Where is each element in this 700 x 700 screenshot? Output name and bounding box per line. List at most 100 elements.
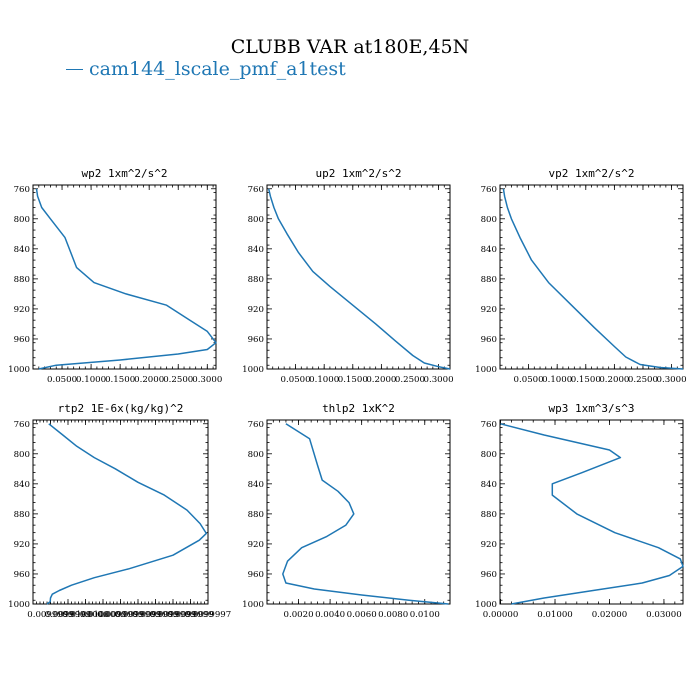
panel-5-title: thlp2 1xK^2 <box>322 402 395 415</box>
x-tick-label: 0.0099999 <box>45 610 91 620</box>
y-tick-label: 760 <box>14 185 30 195</box>
x-tick-label: 0.3000 <box>424 375 454 385</box>
y-tick-label: 960 <box>248 570 264 580</box>
y-tick-label: 800 <box>248 215 264 225</box>
y-tick-label: 920 <box>481 305 497 315</box>
y-tick-label: 1000 <box>8 365 30 375</box>
y-tick-label: 880 <box>248 510 264 520</box>
panel-3: vp2 1xm^2/s^2 760 800 840 880 920 960 1000 0.050… <box>475 167 686 385</box>
x-tick-label: 0.0040 <box>315 610 345 620</box>
x-tick-label: 0.0100000 <box>62 610 108 620</box>
panel-4-frame <box>32 419 209 605</box>
legend-label: cam144_lscale_pmf_a1test <box>89 58 346 80</box>
series-line <box>35 188 217 370</box>
series-line <box>282 423 449 605</box>
x-tick-label: 0.3000 <box>657 375 687 385</box>
y-tick-label: 1000 <box>8 600 30 610</box>
y-tick-label: 800 <box>248 450 264 460</box>
y-tick-label: 960 <box>14 335 30 345</box>
x-tick-label: 0.0099997 <box>185 610 231 620</box>
x-tick-label: 0.0100000 <box>80 610 126 620</box>
y-tick-label: 880 <box>14 510 30 520</box>
y-tick-label: 1000 <box>475 365 497 375</box>
panel-2: up2 1xm^2/s^2 760 800 840 880 920 960 1000 0.050… <box>242 167 453 385</box>
x-tick-label: 0.00000 <box>483 610 519 620</box>
y-tick-label: 1000 <box>242 600 264 610</box>
x-tick-label: 0.0099999 <box>97 610 143 620</box>
x-tick-label: 0.0099999 <box>132 610 178 620</box>
x-tick-label: 0.0080 <box>378 610 408 620</box>
y-tick-label: 880 <box>481 275 497 285</box>
y-tick-label: 880 <box>14 275 30 285</box>
y-tick-label: 960 <box>14 570 30 580</box>
y-tick-label: 920 <box>248 305 264 315</box>
y-tick-label: 880 <box>481 510 497 520</box>
x-tick-label: 0.0099999 <box>167 610 213 620</box>
x-tick-label: 0.0500 <box>514 375 544 385</box>
y-tick-label: 800 <box>14 450 30 460</box>
x-tick-label: 0.0099999 <box>150 610 196 620</box>
y-tick-label: 960 <box>248 335 264 345</box>
x-tick-label: 0.2500 <box>163 375 193 385</box>
panel-4-title: rtp2 1E-6x(kg/kg)^2 <box>58 402 184 415</box>
y-tick-label: 800 <box>14 215 30 225</box>
panel-5-frame <box>266 419 451 605</box>
y-tick-label: 920 <box>14 305 30 315</box>
panel-6: wp3 1xm^3/s^3 760 800 840 880 920 960 10000.000… <box>475 402 684 620</box>
y-tick-label: 960 <box>481 570 497 580</box>
x-tick-label: 0.2000 <box>599 375 629 385</box>
y-tick-label: 880 <box>248 275 264 285</box>
legend-line-swatch <box>66 68 83 70</box>
y-tick-label: 1000 <box>475 600 497 610</box>
panel-1-title: wp2 1xm^2/s^2 <box>81 167 167 180</box>
y-tick-label: 760 <box>481 185 497 195</box>
panel-3-title: vp2 1xm^2/s^2 <box>548 167 634 180</box>
x-tick-label: 0.1500 <box>571 375 601 385</box>
x-tick-label: 0.2000 <box>134 375 164 385</box>
x-tick-label: 0.0020 <box>284 610 314 620</box>
x-tick-label: 0.03000 <box>646 610 682 620</box>
y-tick-label: 1000 <box>242 365 264 375</box>
y-tick-label: 920 <box>248 540 264 550</box>
y-tick-label: 920 <box>14 540 30 550</box>
x-tick-label: 0.1000 <box>309 375 339 385</box>
legend: cam144_lscale_pmf_a1test <box>66 58 346 80</box>
series-line <box>500 423 684 605</box>
x-tick-label: 0.1500 <box>338 375 368 385</box>
x-tick-label: 0.1000 <box>542 375 572 385</box>
panel-4: rtp2 1E-6x(kg/kg)^2 760 800 840 880 920 960 100… <box>8 402 231 620</box>
series-line <box>502 188 684 370</box>
y-tick-label: 840 <box>481 245 497 255</box>
panel-2-frame <box>266 184 451 370</box>
series-line <box>267 188 451 370</box>
x-tick-label: 0.0099999 <box>115 610 161 620</box>
y-tick-label: 840 <box>248 480 264 490</box>
x-tick-label: 0.2000 <box>366 375 396 385</box>
x-tick-label: 0.1500 <box>105 375 135 385</box>
x-tick-label: 0.0100 <box>410 610 440 620</box>
y-tick-label: 760 <box>14 420 30 430</box>
y-tick-label: 960 <box>481 335 497 345</box>
x-tick-label: 0.2500 <box>628 375 658 385</box>
x-tick-label: 0.0500 <box>281 375 311 385</box>
y-tick-label: 840 <box>14 245 30 255</box>
x-tick-label: 0.1000 <box>76 375 106 385</box>
y-tick-label: 800 <box>481 215 497 225</box>
x-tick-label: 0.2500 <box>395 375 425 385</box>
panel-2-title: up2 1xm^2/s^2 <box>315 167 401 180</box>
panel-6-title: wp3 1xm^3/s^3 <box>548 402 634 415</box>
x-tick-label: 0.0500 <box>47 375 77 385</box>
panel-6-frame <box>499 419 684 605</box>
x-tick-label: 0.0060 <box>347 610 377 620</box>
panel-1-frame <box>32 184 217 370</box>
y-tick-label: 760 <box>481 420 497 430</box>
y-tick-label: 920 <box>481 540 497 550</box>
y-tick-label: 840 <box>248 245 264 255</box>
y-tick-label: 840 <box>481 480 497 490</box>
series-line <box>46 423 208 605</box>
x-tick-label: 0.01000 <box>537 610 573 620</box>
panel-1: wp2 1xm^2/s^2 760 800 840 880 920 960 1000 0.050… <box>8 167 222 385</box>
